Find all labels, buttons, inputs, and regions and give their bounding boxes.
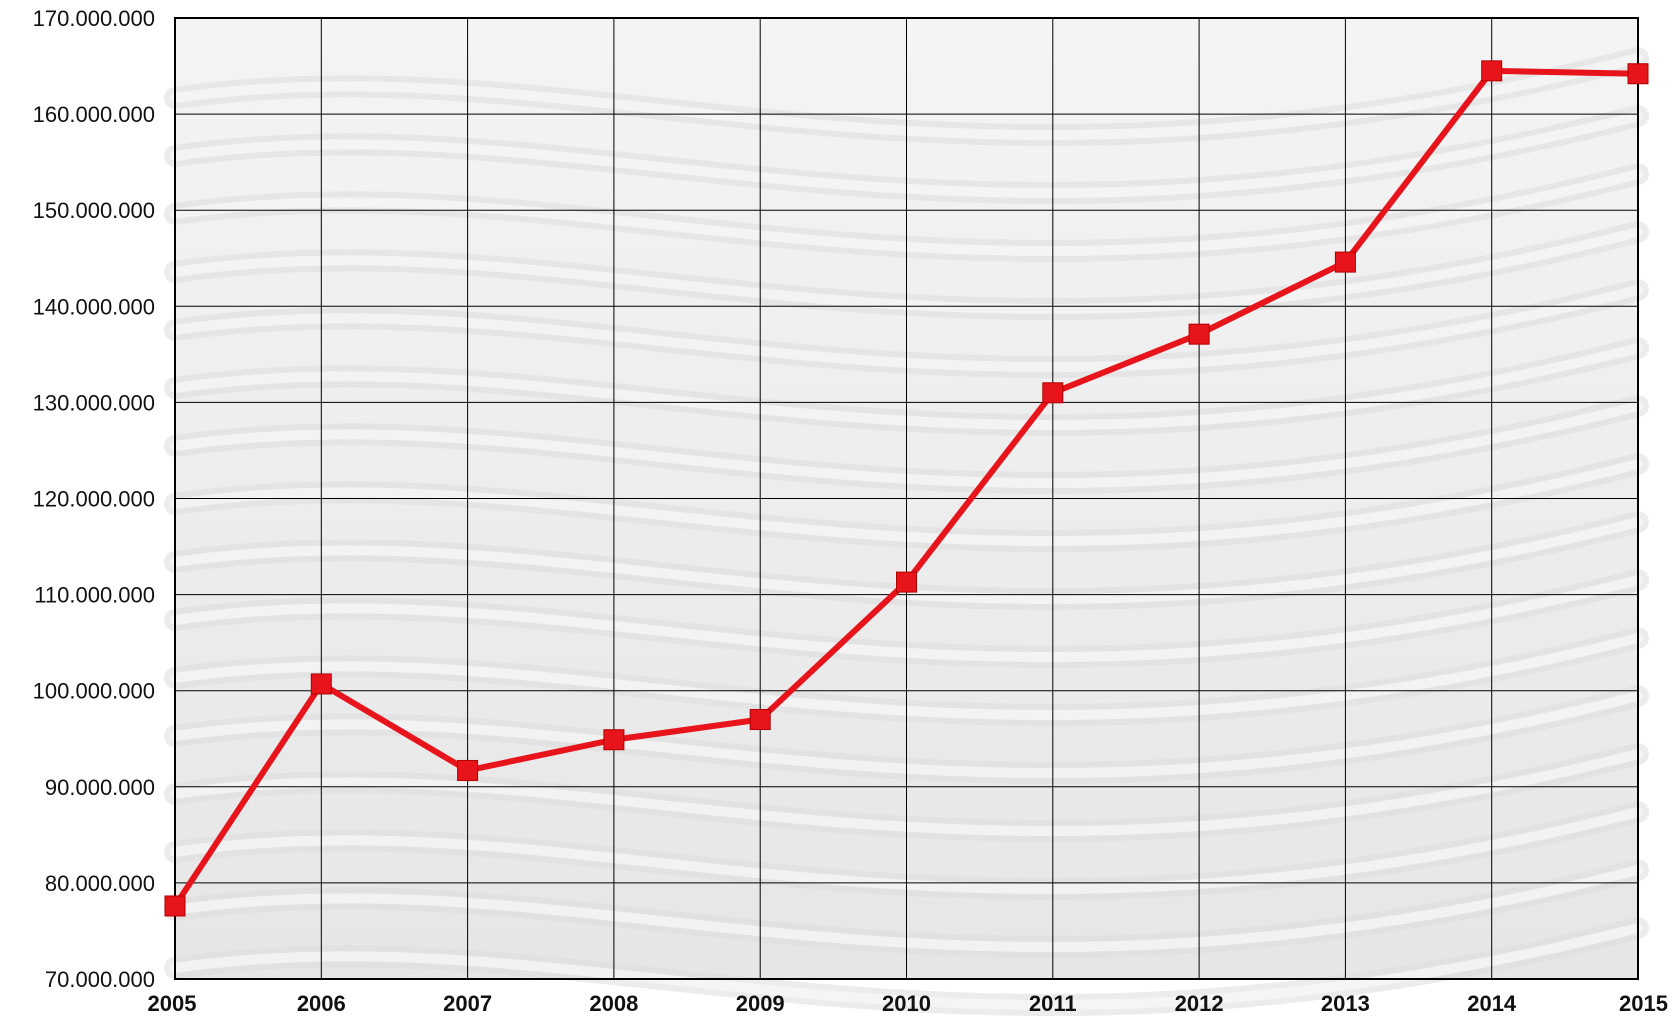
background-pipe-highlight bbox=[170, 227, 1643, 315]
data-point-marker bbox=[1481, 60, 1503, 82]
data-point-marker bbox=[164, 895, 186, 917]
x-tick-label: 2014 bbox=[1467, 991, 1517, 1016]
data-point-marker bbox=[1188, 323, 1210, 345]
data-point-marker bbox=[603, 729, 625, 751]
x-tick-label: 2011 bbox=[1029, 991, 1077, 1016]
data-point-marker bbox=[457, 759, 479, 781]
y-tick-label: 80.000.000 bbox=[45, 871, 155, 896]
data-point-marker bbox=[749, 709, 771, 731]
background-pipe-highlight bbox=[170, 401, 1643, 489]
plot-frame bbox=[174, 17, 1639, 980]
background-pipe-highlight bbox=[170, 343, 1643, 431]
y-axis-tick-labels: 70.000.000 80.000.000 90.000.000 100.000.00… bbox=[33, 6, 155, 992]
data-point-marker bbox=[896, 571, 917, 593]
y-tick-label: 170.000.000 bbox=[33, 6, 155, 31]
data-point-marker bbox=[1334, 251, 1356, 273]
background-pipes-image bbox=[164, 47, 1649, 1017]
y-tick-label: 150.000.000 bbox=[33, 198, 155, 223]
background-pipe-highlight bbox=[170, 691, 1643, 779]
y-tick-label: 90.000.000 bbox=[45, 775, 155, 800]
data-point-marker bbox=[310, 673, 332, 695]
x-tick-label: 2008 bbox=[589, 991, 638, 1016]
background-pipe-highlight bbox=[170, 633, 1643, 721]
y-tick-label: 140.000.000 bbox=[33, 294, 155, 319]
y-tick-label: 160.000.000 bbox=[33, 102, 155, 127]
background-pipe-highlight bbox=[170, 575, 1643, 663]
x-tick-label: 2005 bbox=[148, 991, 197, 1016]
background-pipe-highlight bbox=[170, 53, 1643, 141]
series-layer bbox=[164, 60, 1649, 917]
data-point-marker bbox=[1627, 63, 1649, 85]
background-pipe-highlight bbox=[170, 865, 1643, 953]
y-tick-label: 120.000.000 bbox=[33, 487, 155, 512]
background-pipe-highlight bbox=[170, 517, 1643, 605]
x-tick-label: 2009 bbox=[736, 991, 785, 1016]
x-tick-label: 2012 bbox=[1175, 991, 1224, 1016]
background-pipe-highlight bbox=[170, 923, 1643, 1011]
background-pipe-highlight bbox=[170, 169, 1643, 257]
background-pipe-highlight bbox=[170, 749, 1643, 837]
x-tick-label: 2006 bbox=[297, 991, 346, 1016]
x-tick-label: 2015 bbox=[1619, 991, 1668, 1016]
y-tick-label: 100.000.000 bbox=[33, 679, 155, 704]
data-point-marker bbox=[1042, 382, 1064, 404]
y-tick-label: 110.000.000 bbox=[34, 583, 155, 608]
x-tick-label: 2007 bbox=[443, 991, 492, 1016]
y-tick-label: 70.000.000 bbox=[45, 967, 155, 992]
background-pipe-highlight bbox=[170, 807, 1643, 895]
x-axis-tick-labels: 2005 2006 2007 2008 2009 2010 2011 2012 2013 2014… bbox=[148, 991, 1668, 1016]
background-pipe-highlight bbox=[170, 111, 1643, 199]
background-pipe-highlight bbox=[170, 285, 1643, 373]
x-tick-label: 2013 bbox=[1321, 991, 1370, 1016]
y-tick-label: 130.000.000 bbox=[33, 390, 155, 415]
x-tick-label: 2010 bbox=[882, 991, 931, 1016]
background-pipe-highlight bbox=[170, 459, 1643, 547]
